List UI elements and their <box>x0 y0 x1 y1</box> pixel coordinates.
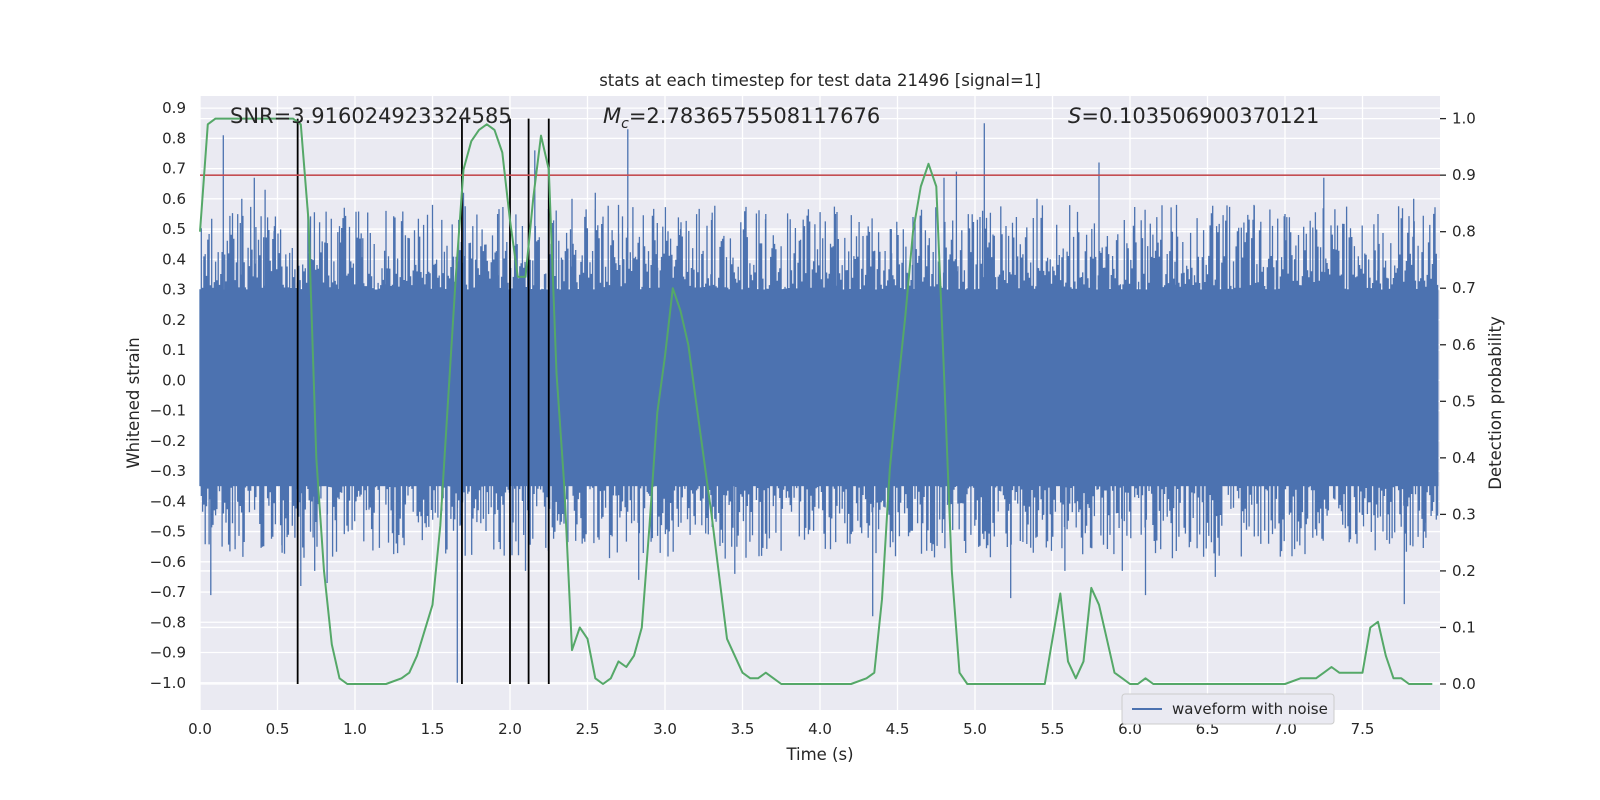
y-tick-label: 0.5 <box>162 220 186 238</box>
x-tick-label: 1.5 <box>421 720 445 738</box>
y2-tick-labels: 0.0 0.1 0.2 0.3 0.4 0.5 0.6 0.7 0.8 0.9 1.0 <box>1440 110 1476 693</box>
y-tick-label: −1.0 <box>150 674 186 692</box>
y-tick-label: 0.3 <box>162 281 186 299</box>
y-tick-label: −0.7 <box>150 583 186 601</box>
chirp-mass-value: =2.7836575508117676 <box>629 104 880 128</box>
probability-line <box>199 117 1433 685</box>
y-tick-label: −0.4 <box>150 492 186 510</box>
chart-title: stats at each timestep for test data 214… <box>599 71 1041 90</box>
y2-tick-label: 0.4 <box>1452 449 1476 467</box>
y2-tick-label: 0.6 <box>1452 336 1476 354</box>
y-tick-label: −0.9 <box>150 644 186 662</box>
x-tick-label: 3.5 <box>731 720 755 738</box>
y-tick-label: 0.4 <box>162 250 186 268</box>
y-tick-label: 0.1 <box>162 341 186 359</box>
s-value: =0.103506900370121 <box>1081 104 1319 128</box>
x-tick-label: 0.5 <box>266 720 290 738</box>
y2-tick-label: 1.0 <box>1452 110 1476 128</box>
y2-tick-label: 0.0 <box>1452 675 1476 693</box>
y-axis-label: Whitened strain <box>124 337 143 468</box>
legend-label: waveform with noise <box>1172 700 1328 718</box>
y-tick-label: −0.2 <box>150 432 186 450</box>
x-axis-label: Time (s) <box>785 745 853 764</box>
y-tick-label: 0.0 <box>162 371 186 389</box>
snr-annotation: SNR=3.916024923324585 <box>230 104 512 128</box>
x-tick-label: 2.5 <box>576 720 600 738</box>
x-tick-label: 1.0 <box>343 720 367 738</box>
y-tick-label: 0.7 <box>162 160 186 178</box>
waveform-line <box>199 123 1439 683</box>
y-tick-label: −0.6 <box>150 553 186 571</box>
x-tick-label: 5.0 <box>963 720 987 738</box>
y2-tick-label: 0.8 <box>1452 223 1476 241</box>
y-tick-label: 0.9 <box>162 99 186 117</box>
legend: waveform with noise <box>1121 693 1335 725</box>
x-tick-label: 3.0 <box>653 720 677 738</box>
y2-tick-label: 0.7 <box>1452 279 1476 297</box>
y-tick-label: −0.1 <box>150 402 186 420</box>
probability-series <box>199 117 1433 685</box>
y-tick-label: 0.8 <box>162 129 186 147</box>
y-tick-label: −0.3 <box>150 462 186 480</box>
s-annotation: S=0.103506900370121 <box>1068 104 1319 128</box>
x-tick-label: 7.5 <box>1351 720 1375 738</box>
waveform-series <box>199 123 1439 683</box>
y-tick-label: 0.6 <box>162 190 186 208</box>
chirp-mass-subscript: c <box>621 116 629 132</box>
chirp-mass-symbol: M <box>603 104 621 128</box>
y2-tick-label: 0.2 <box>1452 562 1476 580</box>
x-tick-label: 5.5 <box>1041 720 1065 738</box>
x-tick-label: 4.5 <box>886 720 910 738</box>
y2-axis-label: Detection probability <box>1486 316 1505 490</box>
y-tick-label: 0.2 <box>162 311 186 329</box>
x-tick-label: 2.0 <box>498 720 522 738</box>
legend-box <box>1121 693 1335 725</box>
s-symbol: S <box>1068 104 1081 128</box>
y2-tick-label: 0.5 <box>1452 392 1476 410</box>
y2-tick-label: 0.1 <box>1452 618 1476 636</box>
chirp-mass-annotation: Mc=2.7836575508117676 <box>603 104 880 132</box>
y2-tick-label: 0.9 <box>1452 166 1476 184</box>
y2-tick-label: 0.3 <box>1452 505 1476 523</box>
x-tick-label: 0.0 <box>188 720 212 738</box>
y-tick-labels: −1.0 −0.9 −0.8 −0.7 −0.6 −0.5 −0.4 −0.3 −0.2 −0.1… <box>150 99 186 692</box>
x-tick-label: 4.0 <box>808 720 832 738</box>
y-tick-label: −0.8 <box>150 613 186 631</box>
y-tick-label: −0.5 <box>150 523 186 541</box>
x-tick-labels: 0.0 0.5 1.0 1.5 2.0 2.5 3.0 3.5 4.0 4.5 5.0 5.5 6.0 6… <box>188 720 1374 738</box>
